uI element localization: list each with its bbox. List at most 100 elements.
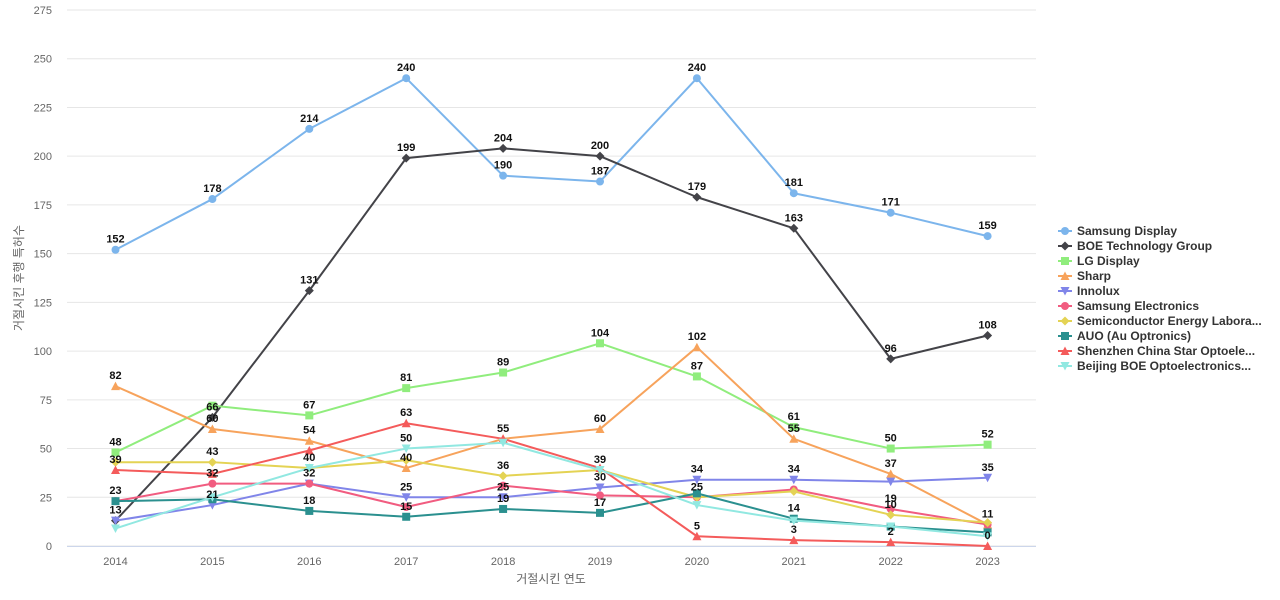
data-point[interactable] bbox=[401, 463, 411, 473]
legend-item[interactable]: Samsung Display bbox=[1058, 224, 1177, 238]
data-point[interactable] bbox=[401, 444, 411, 454]
data-point[interactable] bbox=[595, 465, 605, 475]
series-line[interactable] bbox=[114, 147, 988, 522]
data-point[interactable] bbox=[789, 434, 799, 443]
legend-marker[interactable] bbox=[1060, 316, 1070, 326]
data-point[interactable] bbox=[692, 475, 702, 485]
legend-marker[interactable] bbox=[1061, 302, 1069, 310]
data-point[interactable] bbox=[789, 423, 798, 432]
legend-marker[interactable] bbox=[1061, 227, 1069, 235]
series-line[interactable] bbox=[115, 342, 988, 454]
data-point[interactable] bbox=[498, 471, 508, 481]
data-point[interactable] bbox=[207, 424, 217, 434]
legend-item[interactable]: BOE Technology Group bbox=[1058, 239, 1212, 253]
data-point[interactable] bbox=[789, 475, 799, 485]
data-point[interactable] bbox=[111, 448, 120, 457]
data-point[interactable] bbox=[886, 477, 896, 487]
data-point[interactable] bbox=[789, 189, 798, 198]
data-point[interactable] bbox=[305, 506, 314, 515]
data-point[interactable] bbox=[886, 354, 896, 364]
data-point[interactable] bbox=[111, 497, 120, 506]
data-point[interactable] bbox=[886, 522, 896, 532]
legend-item[interactable]: Sharp bbox=[1058, 269, 1111, 283]
data-point[interactable] bbox=[304, 436, 314, 445]
data-point[interactable] bbox=[498, 143, 508, 153]
data-point[interactable] bbox=[499, 504, 508, 513]
data-point[interactable] bbox=[305, 479, 314, 488]
data-point[interactable] bbox=[596, 339, 604, 348]
data-point[interactable] bbox=[111, 457, 120, 467]
legend-marker[interactable] bbox=[1060, 346, 1070, 356]
legend-item[interactable]: AUO (Au Optronics) bbox=[1058, 329, 1191, 343]
data-point[interactable] bbox=[886, 537, 896, 547]
data-point[interactable] bbox=[886, 469, 896, 478]
data-point[interactable] bbox=[208, 479, 217, 488]
series-line[interactable] bbox=[115, 492, 988, 534]
legend-item[interactable]: LG Display bbox=[1058, 254, 1140, 268]
data-point[interactable] bbox=[789, 516, 799, 526]
legend-item[interactable]: Semiconductor Energy Labora... bbox=[1058, 314, 1262, 328]
data-point[interactable] bbox=[983, 330, 993, 340]
data-point[interactable] bbox=[498, 493, 508, 502]
data-point[interactable] bbox=[983, 232, 992, 241]
data-point[interactable] bbox=[692, 192, 702, 202]
data-point[interactable] bbox=[595, 151, 605, 161]
data-point[interactable] bbox=[499, 481, 508, 490]
legend-item[interactable]: Beijing BOE Optoelectronics... bbox=[1058, 359, 1251, 373]
data-point[interactable] bbox=[886, 444, 895, 453]
data-point[interactable] bbox=[692, 531, 702, 541]
data-point[interactable] bbox=[886, 504, 895, 513]
data-point[interactable] bbox=[596, 508, 604, 517]
data-point[interactable] bbox=[402, 74, 411, 83]
data-point[interactable] bbox=[207, 469, 217, 478]
legend-marker[interactable] bbox=[1061, 332, 1069, 340]
data-point[interactable] bbox=[789, 535, 799, 545]
data-point[interactable] bbox=[402, 512, 411, 521]
legend-marker[interactable] bbox=[1060, 362, 1070, 371]
data-point[interactable] bbox=[401, 153, 411, 163]
data-point[interactable] bbox=[401, 418, 411, 428]
data-point[interactable] bbox=[401, 493, 411, 502]
data-point[interactable] bbox=[886, 510, 896, 520]
series-line[interactable] bbox=[115, 422, 988, 547]
data-point[interactable] bbox=[499, 171, 508, 180]
data-point[interactable] bbox=[789, 486, 799, 496]
data-point[interactable] bbox=[596, 177, 604, 186]
data-point[interactable] bbox=[305, 124, 314, 133]
series-line[interactable] bbox=[115, 459, 988, 524]
data-point[interactable] bbox=[983, 532, 993, 541]
legend-marker[interactable] bbox=[1060, 271, 1070, 281]
data-point[interactable] bbox=[305, 411, 314, 420]
data-point[interactable] bbox=[983, 440, 992, 449]
data-point[interactable] bbox=[402, 384, 411, 393]
data-point[interactable] bbox=[595, 483, 605, 493]
data-point[interactable] bbox=[983, 473, 993, 483]
legend-item[interactable]: Samsung Electronics bbox=[1058, 299, 1199, 313]
data-point[interactable] bbox=[692, 74, 701, 83]
data-point[interactable] bbox=[207, 412, 217, 422]
data-point[interactable] bbox=[692, 342, 702, 352]
legend-item[interactable]: Innolux bbox=[1058, 284, 1120, 298]
data-point[interactable] bbox=[499, 368, 508, 377]
legend-item[interactable]: Shenzhen China Star Optoele... bbox=[1058, 344, 1255, 358]
data-point[interactable] bbox=[111, 465, 120, 474]
data-point[interactable] bbox=[304, 286, 314, 296]
data-point[interactable] bbox=[111, 516, 120, 526]
data-point[interactable] bbox=[789, 223, 799, 233]
series-line[interactable] bbox=[115, 476, 988, 522]
data-point[interactable] bbox=[596, 491, 604, 500]
data-point[interactable] bbox=[983, 518, 993, 528]
series-line[interactable] bbox=[115, 77, 988, 251]
legend-marker[interactable] bbox=[1060, 241, 1070, 251]
data-point[interactable] bbox=[983, 541, 993, 551]
data-point[interactable] bbox=[207, 493, 217, 502]
data-point[interactable] bbox=[498, 438, 508, 448]
data-point[interactable] bbox=[692, 489, 701, 498]
series-line[interactable] bbox=[115, 441, 988, 538]
data-point[interactable] bbox=[692, 372, 701, 381]
data-point[interactable] bbox=[207, 457, 217, 467]
data-point[interactable] bbox=[111, 381, 120, 391]
data-point[interactable] bbox=[401, 455, 411, 465]
data-point[interactable] bbox=[208, 401, 217, 410]
